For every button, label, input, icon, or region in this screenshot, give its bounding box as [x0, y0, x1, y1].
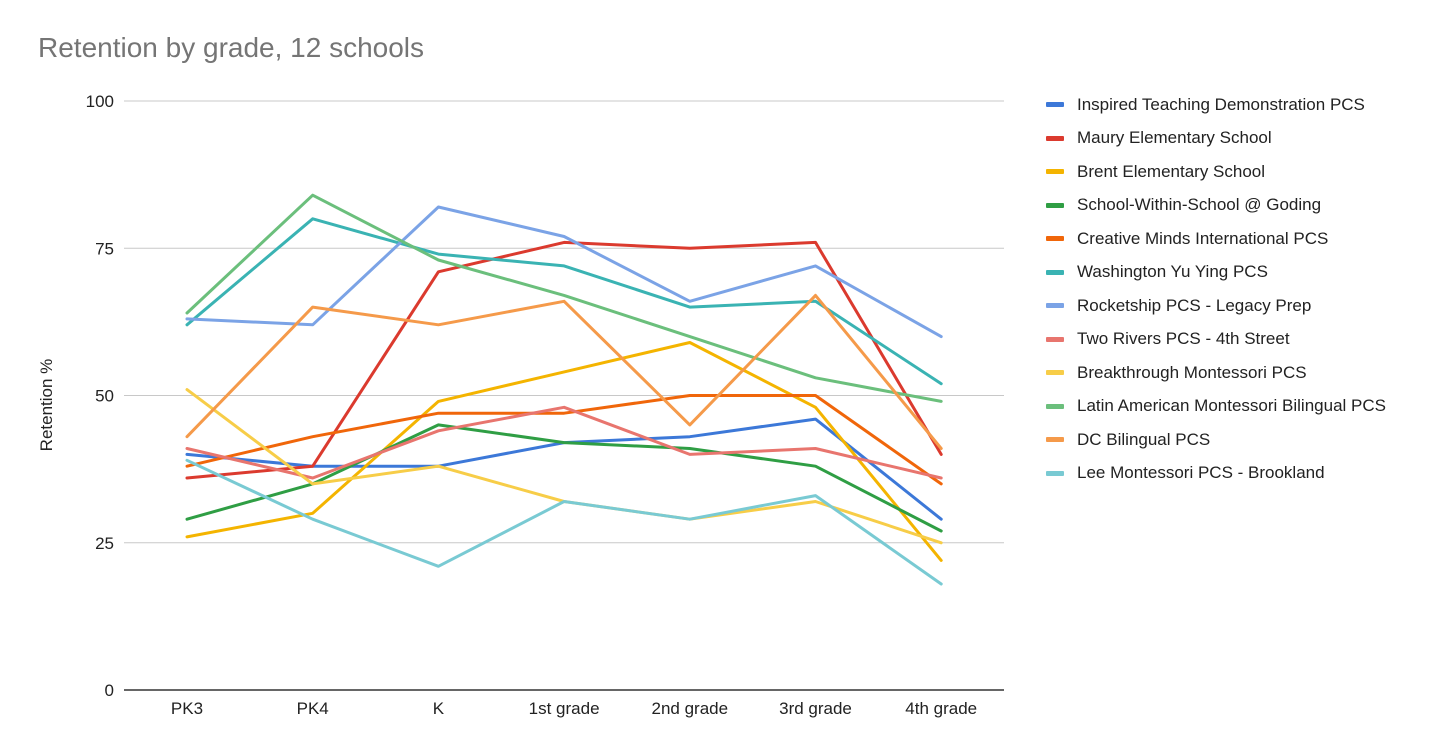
x-tick-label: PK3 — [171, 699, 203, 718]
legend-item: Lee Montessori PCS - Brookland — [1046, 457, 1386, 491]
y-axis-ticks: 0 25 50 75 100 — [86, 92, 114, 700]
series-lines — [185, 193, 943, 586]
series-line-3 — [185, 341, 943, 562]
x-axis-ticks: PK3 PK4 K 1st grade 2nd grade 3rd grade 4th gr… — [171, 699, 977, 718]
legend-item: DC Bilingual PCS — [1046, 423, 1386, 457]
legend-swatch — [1046, 403, 1064, 409]
series-line-12 — [185, 458, 943, 586]
legend-item: Creative Minds International PCS — [1046, 222, 1386, 256]
legend-label: School-Within-School @ Goding — [1077, 195, 1322, 215]
legend-label: DC Bilingual PCS — [1077, 429, 1211, 449]
legend-item: Washington Yu Ying PCS — [1046, 256, 1386, 290]
series-line-5 — [185, 394, 943, 486]
legend-label: Maury Elementary School — [1077, 128, 1272, 148]
legend-item: Inspired Teaching Demonstration PCS — [1046, 88, 1386, 122]
legend-label: Breakthrough Montessori PCS — [1077, 362, 1307, 382]
y-tick-label: 50 — [95, 387, 114, 406]
series-line-11 — [185, 293, 943, 450]
legend: Inspired Teaching Demonstration PCS Maury… — [1046, 88, 1386, 490]
legend-label: Washington Yu Ying PCS — [1077, 262, 1268, 282]
x-tick-label: 3rd grade — [779, 699, 852, 718]
legend-label: Latin American Montessori Bilingual PCS — [1077, 396, 1386, 416]
x-tick-label: 2nd grade — [652, 699, 729, 718]
x-tick-label: 1st grade — [529, 699, 600, 718]
legend-swatch — [1046, 236, 1064, 242]
y-tick-label: 0 — [105, 681, 114, 700]
legend-swatch — [1046, 135, 1064, 141]
y-axis-label: Retention % — [37, 359, 56, 452]
y-tick-label: 75 — [95, 239, 114, 258]
legend-label: Two Rivers PCS - 4th Street — [1077, 329, 1290, 349]
legend-swatch — [1046, 269, 1064, 275]
legend-swatch — [1046, 470, 1064, 476]
legend-item: School-Within-School @ Goding — [1046, 189, 1386, 223]
legend-item: Two Rivers PCS - 4th Street — [1046, 323, 1386, 357]
x-tick-label: PK4 — [297, 699, 329, 718]
legend-label: Lee Montessori PCS - Brookland — [1077, 463, 1325, 483]
legend-label: Inspired Teaching Demonstration PCS — [1077, 94, 1365, 114]
legend-label: Brent Elementary School — [1077, 161, 1266, 181]
series-line-10 — [185, 193, 943, 403]
series-line-8 — [185, 405, 943, 480]
series-line-6 — [185, 217, 943, 386]
y-tick-label: 100 — [86, 92, 114, 111]
legend-swatch — [1046, 303, 1064, 309]
legend-label: Creative Minds International PCS — [1077, 228, 1329, 248]
gridlines — [124, 100, 1004, 544]
legend-swatch — [1046, 202, 1064, 208]
chart-title: Retention by grade, 12 schools — [38, 32, 425, 63]
legend-swatch — [1046, 336, 1064, 342]
series-line-2 — [185, 240, 943, 480]
legend-swatch — [1046, 102, 1064, 108]
x-tick-label: 4th grade — [905, 699, 977, 718]
legend-swatch — [1046, 437, 1064, 443]
x-tick-label: K — [433, 699, 445, 718]
legend-swatch — [1046, 169, 1064, 175]
legend-swatch — [1046, 370, 1064, 376]
legend-item: Latin American Montessori Bilingual PCS — [1046, 390, 1386, 424]
legend-item: Brent Elementary School — [1046, 155, 1386, 189]
legend-item: Maury Elementary School — [1046, 122, 1386, 156]
y-tick-label: 25 — [95, 534, 114, 553]
legend-label: Rocketship PCS - Legacy Prep — [1077, 295, 1312, 315]
series-line-7 — [185, 205, 943, 339]
legend-item: Breakthrough Montessori PCS — [1046, 356, 1386, 390]
legend-item: Rocketship PCS - Legacy Prep — [1046, 289, 1386, 323]
